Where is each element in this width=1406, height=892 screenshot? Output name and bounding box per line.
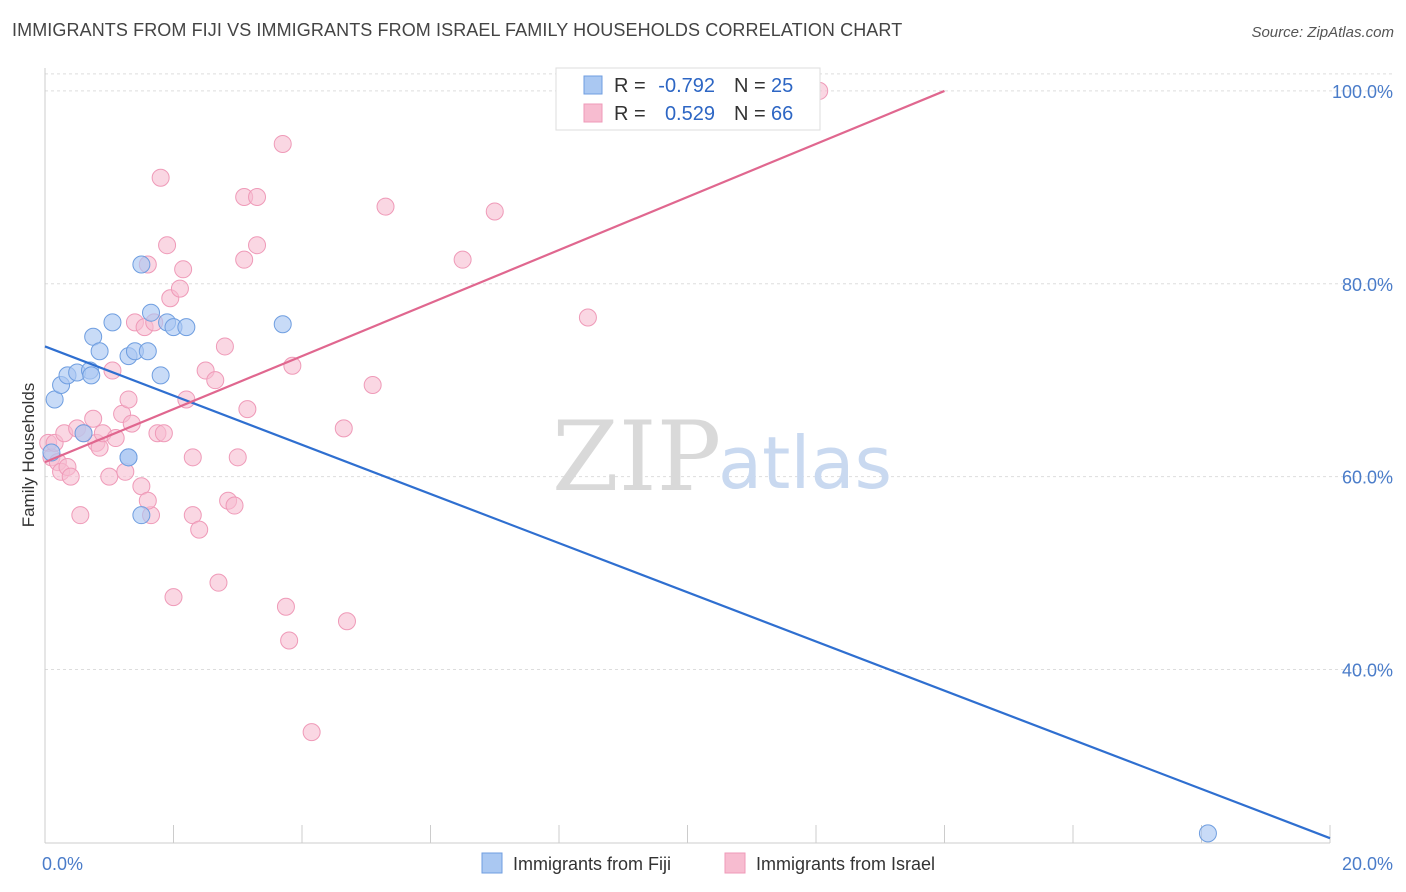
y-axis-title: Family Households (19, 383, 38, 528)
legend-fiji-marker (481, 852, 503, 874)
israel-point-7 (61, 467, 80, 486)
israel-point-9 (71, 506, 90, 525)
israel-point-32 (158, 236, 177, 255)
watermark-atlas: atlas (718, 421, 892, 505)
fiji-point-5 (74, 424, 93, 443)
fiji-point-18 (142, 303, 161, 322)
israel-trend-line (44, 89, 945, 464)
israel-point-64 (578, 308, 597, 327)
israel-point-34 (164, 588, 183, 607)
israel-point-30 (151, 168, 170, 187)
fiji-point-10 (103, 313, 122, 332)
fiji-point-7 (82, 366, 101, 385)
legend-stats: R = -0.792 N = 25 R = 0.529 N = 66 (555, 67, 821, 131)
israel-point-57 (302, 723, 321, 742)
watermark: ZIP atlas (552, 401, 892, 513)
tick-labels: 40.0% 60.0% 80.0% 100.0% 0.0% 20.0% (42, 82, 1393, 874)
chart-title: IMMIGRANTS FROM FIJI VS IMMIGRANTS FROM … (12, 20, 903, 40)
legend-israel-marker (724, 852, 746, 874)
israel-point-15 (100, 467, 119, 486)
israel-point-46 (225, 496, 244, 515)
israel-point-20 (119, 390, 138, 409)
y-tick-label-0: 40.0% (1342, 660, 1393, 680)
israel-point-42 (206, 371, 225, 390)
watermark-zip: ZIP (552, 401, 721, 513)
y-tick-label-1: 60.0% (1342, 468, 1393, 488)
israel-point-36 (174, 260, 193, 279)
fiji-point-16 (132, 506, 151, 525)
israel-point-60 (363, 376, 382, 395)
legend-fiji-label: Immigrants from Fiji (513, 854, 671, 874)
fiji-point-24 (1198, 824, 1217, 843)
israel-point-31 (154, 424, 173, 443)
legend-fiji-swatch (583, 75, 603, 95)
x-tick-label-0: 0.0% (42, 854, 83, 874)
source-label: Source: ZipAtlas.com (1251, 24, 1394, 41)
trend-lines (44, 89, 1331, 840)
grid-lines (45, 73, 1392, 670)
israel-point-49 (238, 400, 257, 419)
israel-point-54 (276, 597, 295, 616)
y-tick-label-2: 80.0% (1342, 275, 1393, 295)
israel-point-61 (376, 197, 395, 216)
israel-point-63 (485, 202, 504, 221)
fiji-point-17 (138, 342, 157, 361)
legend-israel-r-value: 0.529 (665, 103, 715, 125)
israel-point-44 (215, 337, 234, 356)
legend-fiji-r-value: -0.792 (658, 75, 715, 97)
israel-point-55 (280, 631, 299, 650)
israel-point-11 (84, 409, 103, 428)
fiji-point-23 (273, 315, 292, 334)
fiji-points (42, 255, 1217, 843)
legend-israel-n-value: 66 (771, 103, 793, 125)
israel-point-52 (248, 187, 267, 206)
legend-israel-n-label: N = (734, 103, 766, 125)
israel-point-35 (170, 279, 189, 298)
fiji-point-9 (90, 342, 109, 361)
israel-point-53 (273, 134, 292, 153)
israel-point-48 (235, 250, 254, 269)
fiji-point-15 (132, 255, 151, 274)
israel-point-59 (337, 612, 356, 631)
israel-point-58 (334, 419, 353, 438)
legend-israel-label: Immigrants from Israel (756, 854, 935, 874)
israel-point-43 (209, 573, 228, 592)
israel-point-51 (248, 236, 267, 255)
legend-israel-swatch (583, 103, 603, 123)
fiji-point-19 (151, 366, 170, 385)
legend-series: Immigrants from Fiji Immigrants from Isr… (481, 852, 935, 874)
y-tick-label-3: 100.0% (1332, 82, 1393, 102)
israel-point-40 (190, 520, 209, 539)
legend-fiji-n-label: N = (734, 75, 766, 97)
x-tick-label-1: 20.0% (1342, 854, 1393, 874)
legend-israel-r-label: R = (614, 103, 646, 125)
fiji-trend-line (44, 345, 1331, 840)
fiji-point-22 (177, 318, 196, 337)
legend-fiji-r-label: R = (614, 75, 646, 97)
fiji-point-12 (119, 448, 138, 467)
israel-point-39 (183, 448, 202, 467)
israel-point-47 (228, 448, 247, 467)
legend-fiji-n-value: 25 (771, 75, 793, 97)
israel-point-62 (453, 250, 472, 269)
